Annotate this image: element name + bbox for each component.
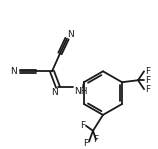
Text: N: N — [52, 88, 58, 97]
Text: NH: NH — [74, 87, 88, 96]
Text: N: N — [68, 30, 74, 39]
Text: F: F — [146, 76, 151, 85]
Text: F: F — [83, 139, 89, 148]
Text: N: N — [11, 67, 17, 76]
Text: F: F — [80, 121, 86, 130]
Text: F: F — [146, 85, 151, 94]
Text: F: F — [146, 67, 151, 76]
Text: F: F — [93, 135, 99, 144]
